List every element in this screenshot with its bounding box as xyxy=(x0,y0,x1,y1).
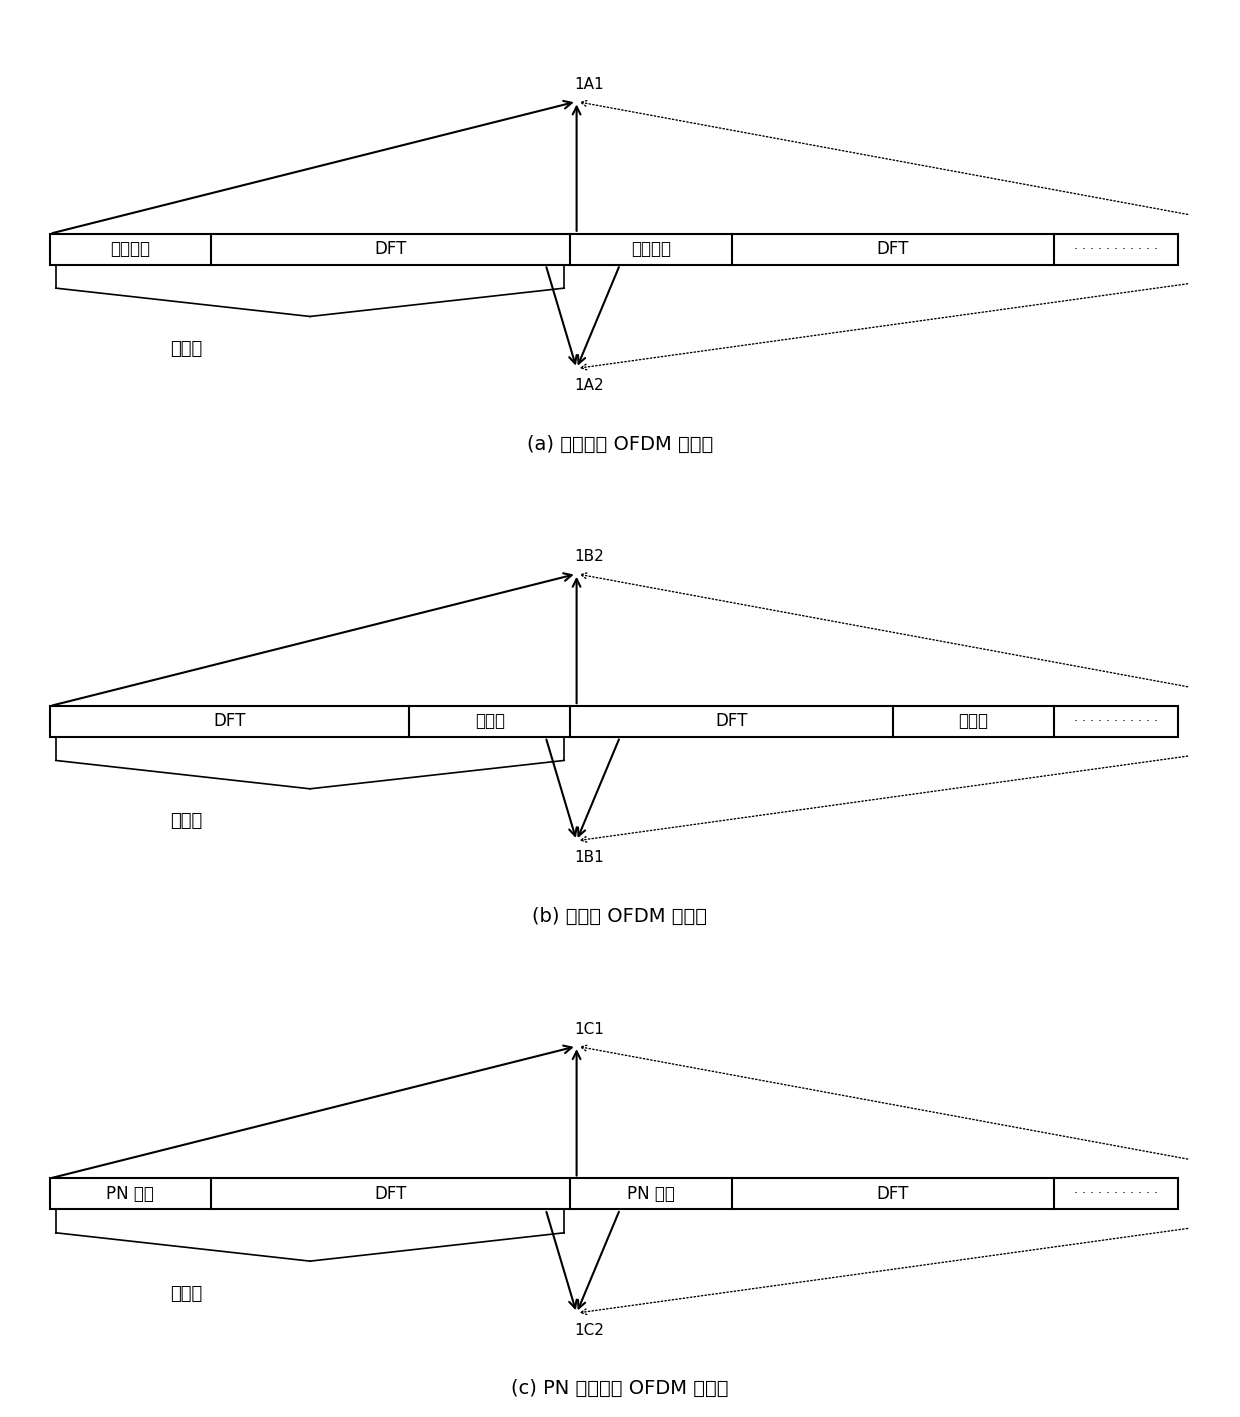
Polygon shape xyxy=(50,706,1178,737)
Text: 信号帧: 信号帧 xyxy=(170,812,202,830)
Text: · · · · · · · · · · ·: · · · · · · · · · · · xyxy=(1074,716,1158,728)
Text: (c) PN 序列填充 OFDM 帧结构: (c) PN 序列填充 OFDM 帧结构 xyxy=(511,1379,729,1399)
Text: 信号帧: 信号帧 xyxy=(170,340,202,359)
Text: DFT: DFT xyxy=(877,1185,909,1203)
Text: 1B1: 1B1 xyxy=(574,850,604,866)
Text: PN 序列: PN 序列 xyxy=(627,1185,675,1203)
Text: (a) 循环前缀 OFDM 帧结构: (a) 循环前缀 OFDM 帧结构 xyxy=(527,435,713,453)
Text: 零填充: 零填充 xyxy=(959,713,988,731)
Text: 循环前缀: 循环前缀 xyxy=(631,239,671,258)
Text: 零填充: 零填充 xyxy=(475,713,505,731)
Text: 1C2: 1C2 xyxy=(574,1322,604,1338)
Text: · · · · · · · · · · ·: · · · · · · · · · · · xyxy=(1074,1187,1158,1200)
Text: 信号帧: 信号帧 xyxy=(170,1285,202,1302)
Text: DFT: DFT xyxy=(715,713,748,731)
Polygon shape xyxy=(50,1179,1178,1209)
Text: 1A2: 1A2 xyxy=(574,378,604,393)
Text: DFT: DFT xyxy=(374,1185,407,1203)
Text: (b) 零填充 OFDM 帧结构: (b) 零填充 OFDM 帧结构 xyxy=(532,907,708,925)
Text: PN 序列: PN 序列 xyxy=(107,1185,154,1203)
Text: · · · · · · · · · · ·: · · · · · · · · · · · xyxy=(1074,242,1158,255)
Text: DFT: DFT xyxy=(213,713,246,731)
Text: DFT: DFT xyxy=(877,239,909,258)
Text: 1C1: 1C1 xyxy=(574,1022,604,1037)
Text: 1A1: 1A1 xyxy=(574,77,604,92)
Text: DFT: DFT xyxy=(374,239,407,258)
Polygon shape xyxy=(50,234,1178,265)
Text: 1B2: 1B2 xyxy=(574,550,604,564)
Text: 循环前缀: 循环前缀 xyxy=(110,239,150,258)
